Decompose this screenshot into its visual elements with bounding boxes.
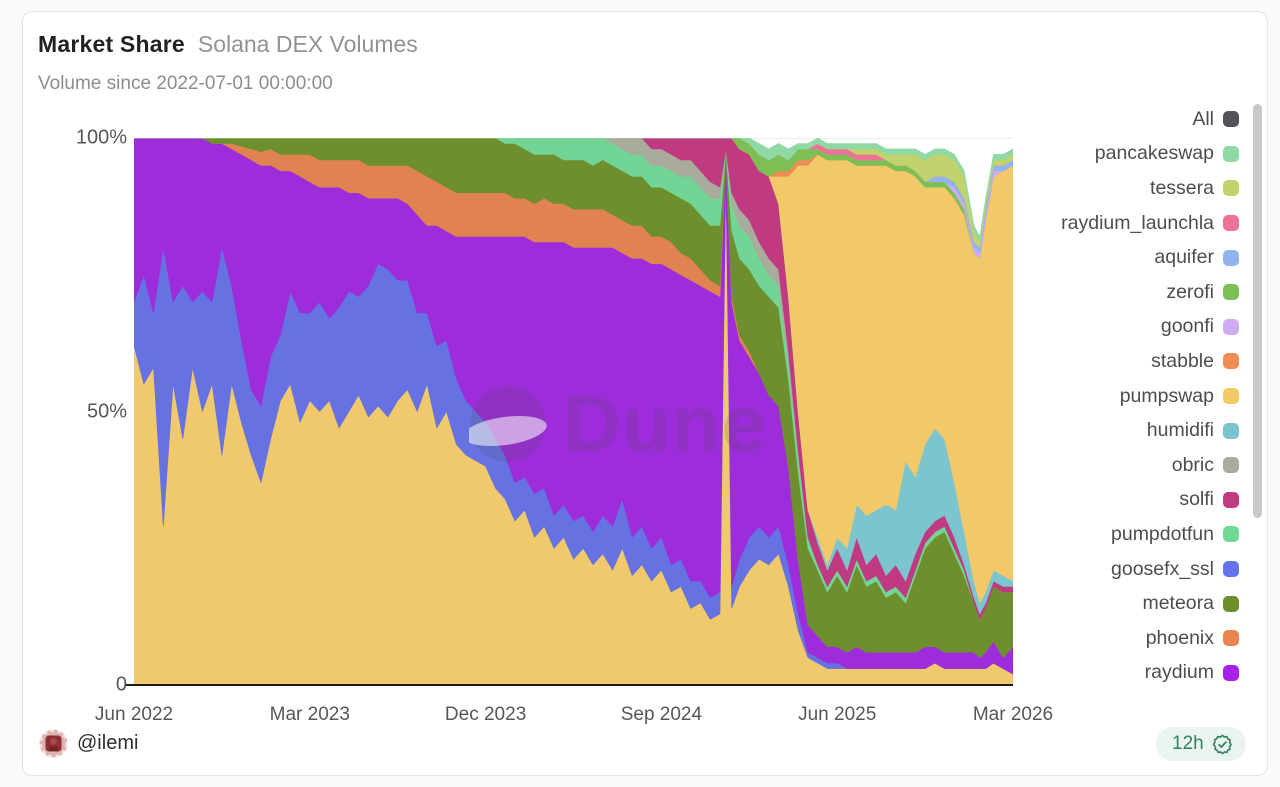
- legend-label: pumpswap: [1119, 384, 1214, 407]
- legend-label: aquifer: [1154, 246, 1214, 269]
- area-meteora[interactable]: [134, 138, 1013, 659]
- legend-item-pumpswap[interactable]: pumpswap: [1061, 379, 1239, 414]
- author-handle[interactable]: @ilemi: [77, 732, 139, 754]
- chart-description: Volume since 2022-07-01 00:00:00: [38, 73, 333, 94]
- legend-color-chip: [1223, 457, 1239, 474]
- legend-item-pumpdotfun[interactable]: pumpdotfun: [1061, 517, 1239, 552]
- legend-label: stabble: [1151, 349, 1214, 372]
- legend-label: goosefx_ssl: [1111, 557, 1214, 580]
- legend-item-tessera[interactable]: tessera: [1061, 171, 1239, 206]
- x-tick-label: Mar 2023: [269, 704, 350, 725]
- legend-label: obric: [1171, 453, 1214, 476]
- legend-item-phoenix[interactable]: phoenix: [1061, 621, 1239, 656]
- legend-color-chip: [1223, 664, 1239, 681]
- chart-subtitle: Solana DEX Volumes: [197, 31, 418, 57]
- legend-color-chip: [1223, 526, 1239, 543]
- legend-color-chip: [1223, 595, 1239, 612]
- legend-item-meteora[interactable]: meteora: [1061, 586, 1239, 621]
- legend-color-chip: [1223, 422, 1239, 439]
- legend-color-chip: [1223, 630, 1239, 647]
- legend-color-chip: [1223, 111, 1239, 128]
- avatar[interactable]: [39, 729, 68, 758]
- y-tick-label: 0: [115, 673, 127, 696]
- area-stabble[interactable]: [134, 138, 1013, 259]
- legend-color-chip: [1223, 561, 1239, 578]
- area-pumpswap[interactable]: [134, 138, 1013, 604]
- x-tick-label: Jun 2025: [798, 704, 877, 725]
- legend-color-chip: [1223, 180, 1239, 197]
- verified-badge-icon: [1212, 734, 1232, 754]
- legend-color-chip: [1223, 388, 1239, 405]
- page-title: Market Share Solana DEX Volumes: [38, 31, 418, 58]
- legend-color-chip: [1223, 249, 1239, 266]
- refresh-interval: 12h: [1172, 733, 1204, 754]
- x-tick-label: Mar 2026: [972, 704, 1054, 725]
- legend-item-pancakeswap[interactable]: pancakeswap: [1061, 137, 1239, 172]
- legend-item-raydium-launchla[interactable]: raydium_launchla: [1061, 206, 1239, 241]
- legend-item-humidifi[interactable]: humidifi: [1061, 413, 1239, 448]
- legend-color-chip: [1223, 145, 1239, 162]
- x-axis-line: [125, 684, 1013, 686]
- legend-color-chip: [1223, 215, 1239, 232]
- stacked-area-chart[interactable]: [134, 138, 1013, 685]
- legend-label: raydium: [1144, 661, 1214, 684]
- legend-label: goonfi: [1160, 315, 1214, 338]
- legend-color-chip: [1223, 284, 1239, 301]
- legend-item-raydium[interactable]: raydium: [1061, 656, 1239, 691]
- x-tick-label: Sep 2024: [620, 704, 703, 725]
- chart-card: Market Share Solana DEX Volumes Volume s…: [22, 11, 1268, 776]
- legend-color-chip: [1223, 318, 1239, 335]
- refresh-badge[interactable]: 12h: [1156, 727, 1246, 761]
- legend-item-solfi[interactable]: solfi: [1061, 483, 1239, 518]
- legend-item-goonfi[interactable]: goonfi: [1061, 310, 1239, 345]
- chart-title: Market Share: [38, 31, 185, 57]
- legend-label: All: [1192, 107, 1214, 130]
- y-tick-label: 50%: [86, 400, 127, 422]
- legend-item-zerofi[interactable]: zerofi: [1061, 275, 1239, 310]
- legend-label: phoenix: [1145, 626, 1214, 649]
- legend-item-goosefx-ssl[interactable]: goosefx_ssl: [1061, 552, 1239, 587]
- y-tick-label: 100%: [75, 126, 127, 149]
- legend-label: zerofi: [1166, 280, 1214, 303]
- legend-label: pancakeswap: [1094, 142, 1214, 165]
- plot-area[interactable]: [134, 138, 1013, 685]
- legend-label: humidifi: [1146, 419, 1214, 442]
- legend-label: raydium_launchla: [1061, 211, 1214, 234]
- legend-item-aquifer[interactable]: aquifer: [1061, 240, 1239, 275]
- legend-scrollbar[interactable]: [1253, 104, 1262, 518]
- legend-label: solfi: [1179, 488, 1214, 511]
- legend-color-chip: [1223, 491, 1239, 508]
- legend-item-stabble[interactable]: stabble: [1061, 344, 1239, 379]
- x-tick-label: Jun 2022: [94, 704, 174, 725]
- legend-item-all[interactable]: All: [1061, 102, 1239, 137]
- x-tick-label: Dec 2023: [444, 704, 527, 725]
- legend-label: tessera: [1150, 176, 1214, 199]
- legend-label: pumpdotfun: [1111, 522, 1214, 545]
- legend-label: meteora: [1142, 592, 1214, 615]
- legend-color-chip: [1223, 353, 1239, 370]
- legend-item-obric[interactable]: obric: [1061, 448, 1239, 483]
